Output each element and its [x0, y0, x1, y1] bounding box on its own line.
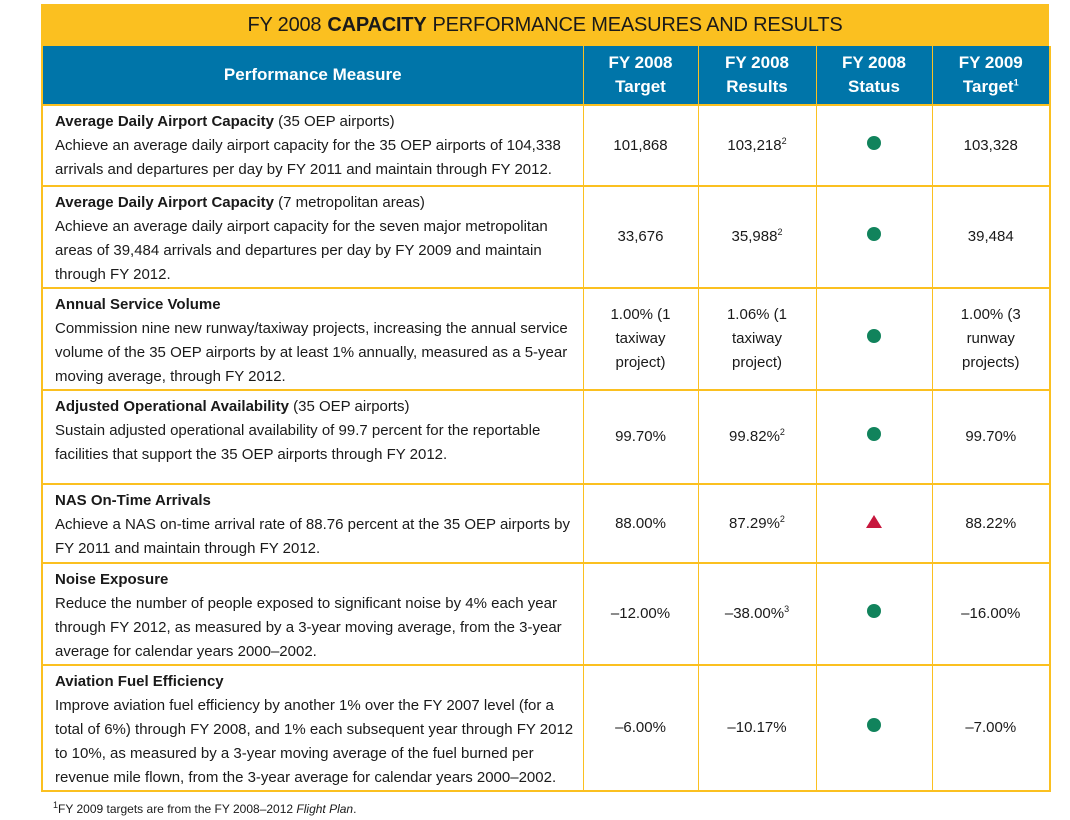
header-fy2008-results: FY 2008 Results — [697, 46, 816, 105]
measure-cell: Aviation Fuel Efficiency Improve aviatio… — [42, 664, 583, 791]
green-circle-icon — [867, 135, 881, 150]
target-cell: –6.00% — [582, 664, 698, 791]
measure-name: Noise Exposure — [55, 571, 169, 588]
result-cell: 99.82%2 — [697, 389, 816, 484]
measure-cell: Average Daily Airport Capacity (35 OEP a… — [42, 104, 583, 186]
green-circle-icon — [867, 329, 881, 343]
table-title: FY 2008 CAPACITY PERFORMANCE MEASURES AN… — [41, 4, 1049, 46]
header-performance-measure: Performance Measure — [42, 46, 583, 105]
measure-description: Sustain adjusted operational availabilit… — [55, 422, 541, 463]
status-cell — [815, 389, 932, 484]
table-row: Average Daily Airport Capacity (35 OEP a… — [42, 104, 1050, 186]
status-cell — [815, 185, 932, 288]
status-cell — [815, 104, 932, 186]
measure-name: Average Daily Airport Capacity — [55, 113, 274, 130]
measure-description: Reduce the number of people exposed to s… — [55, 595, 562, 660]
performance-table-container: FY 2008 CAPACITY PERFORMANCE MEASURES AN… — [41, 4, 1051, 792]
table-row: Adjusted Operational Availability (35 OE… — [42, 389, 1050, 484]
measure-description: Improve aviation fuel efficiency by anot… — [55, 697, 574, 786]
measure-description: Commission nine new runway/taxiway proje… — [55, 320, 568, 385]
measure-name: Aviation Fuel Efficiency — [55, 673, 224, 690]
measure-name: Annual Service Volume — [55, 296, 221, 313]
target-cell: 99.70% — [582, 389, 698, 484]
measure-description: Achieve an average daily airport capacit… — [55, 218, 548, 283]
green-circle-icon — [867, 604, 881, 618]
target-2009-cell: 99.70% — [931, 389, 1050, 484]
header-fy2008-target: FY 2008 Target — [582, 46, 698, 105]
result-cell: –10.17% — [697, 664, 816, 791]
target-2009-cell: 39,484 — [931, 185, 1050, 288]
green-circle-icon — [867, 718, 881, 732]
result-cell: 1.06% (1 taxiway project) — [697, 287, 816, 390]
table-header-row: Performance Measure FY 2008 Target FY 200… — [42, 46, 1050, 105]
title-suffix: PERFORMANCE MEASURES AND RESULTS — [432, 13, 843, 36]
performance-table: Performance Measure FY 2008 Target FY 200… — [41, 46, 1051, 792]
status-cell — [815, 483, 932, 563]
header-fy2009-target: FY 2009 Target1 — [931, 46, 1050, 105]
target-2009-cell: 1.00% (3 runway projects) — [931, 287, 1050, 390]
measure-name: NAS On-Time Arrivals — [55, 492, 211, 509]
status-cell — [815, 287, 932, 390]
result-cell: 103,2182 — [697, 104, 816, 186]
measure-cell: Average Daily Airport Capacity (7 metrop… — [42, 185, 583, 288]
title-prefix: FY 2008 — [247, 13, 322, 36]
target-cell: –12.00% — [582, 562, 698, 665]
red-triangle-icon — [866, 514, 882, 528]
status-cell — [815, 664, 932, 791]
footnote: 1FY 2009 targets are from the FY 2008–20… — [53, 800, 357, 817]
target-cell: 33,676 — [582, 185, 698, 288]
target-2009-cell: –16.00% — [931, 562, 1050, 665]
green-circle-icon — [867, 227, 881, 241]
target-2009-cell: 103,328 — [931, 104, 1050, 186]
result-cell: 87.29%2 — [697, 483, 816, 563]
table-row: Average Daily Airport Capacity (7 metrop… — [42, 185, 1050, 288]
target-2009-cell: –7.00% — [931, 664, 1050, 791]
status-cell — [815, 562, 932, 665]
header-fy2008-status: FY 2008 Status — [815, 46, 932, 105]
result-cell: 35,9882 — [697, 185, 816, 288]
table-row: NAS On-Time Arrivals Achieve a NAS on-ti… — [42, 483, 1050, 563]
target-cell: 1.00% (1 taxiway project) — [582, 287, 698, 390]
measure-name: Adjusted Operational Availability — [55, 398, 289, 415]
measure-name: Average Daily Airport Capacity — [55, 194, 274, 211]
table-row: Annual Service Volume Commission nine ne… — [42, 287, 1050, 390]
measure-description: Achieve a NAS on-time arrival rate of 88… — [55, 516, 570, 557]
target-cell: 101,868 — [582, 104, 698, 186]
measure-cell: NAS On-Time Arrivals Achieve a NAS on-ti… — [42, 483, 583, 563]
measure-qualifier: (35 OEP airports) — [278, 113, 395, 130]
measure-cell: Noise Exposure Reduce the number of peop… — [42, 562, 583, 665]
table-row: Noise Exposure Reduce the number of peop… — [42, 562, 1050, 665]
target-cell: 88.00% — [582, 483, 698, 563]
green-circle-icon — [867, 427, 881, 441]
measure-qualifier: (35 OEP airports) — [293, 398, 410, 415]
target-2009-cell: 88.22% — [931, 483, 1050, 563]
measure-cell: Annual Service Volume Commission nine ne… — [42, 287, 583, 390]
title-emphasis: CAPACITY — [327, 13, 427, 36]
measure-cell: Adjusted Operational Availability (35 OE… — [42, 389, 583, 484]
measure-qualifier: (7 metropolitan areas) — [278, 194, 425, 211]
result-cell: –38.00%3 — [697, 562, 816, 665]
measure-description: Achieve an average daily airport capacit… — [55, 137, 561, 178]
table-row: Aviation Fuel Efficiency Improve aviatio… — [42, 664, 1050, 791]
